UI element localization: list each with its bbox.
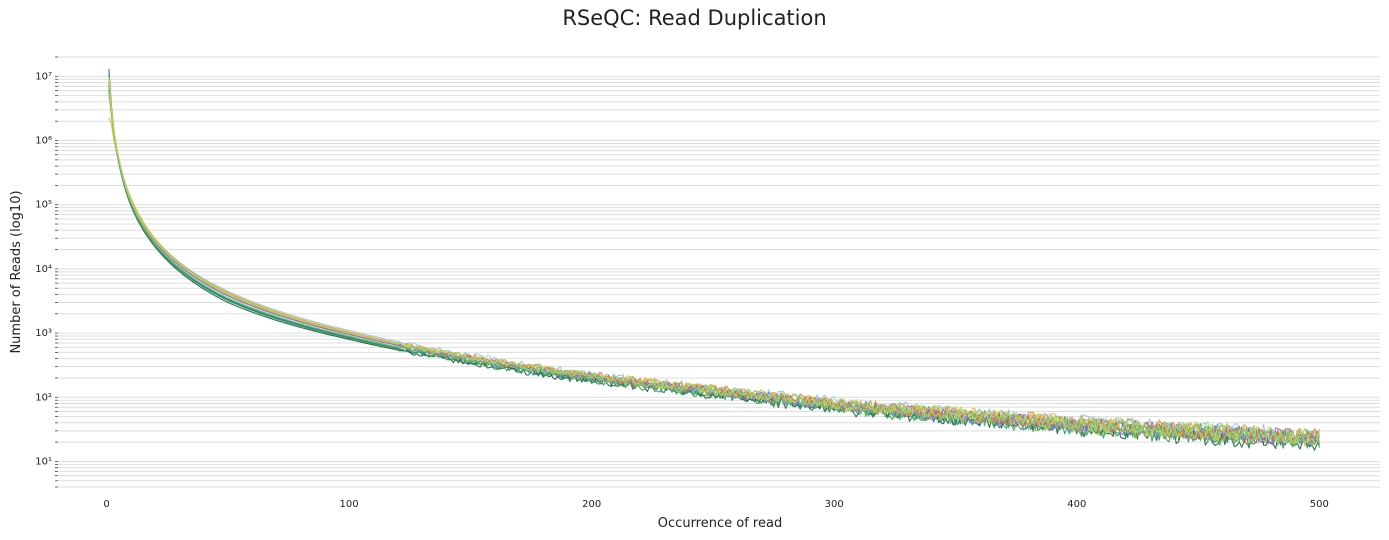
- x-axis-label: Occurrence of read: [658, 516, 782, 531]
- y-tick-label: 10³: [35, 328, 52, 339]
- y-axis-label: Number of Reads (log10): [9, 190, 24, 353]
- series-line-14: [108, 76, 1320, 444]
- x-tick-label: 500: [1310, 499, 1329, 510]
- y-tick-label: 10⁷: [35, 71, 52, 82]
- minor-tick-layer: [55, 56, 58, 488]
- y-tick-label: 10⁵: [35, 200, 52, 211]
- y-tick-label: 10⁴: [35, 264, 52, 275]
- x-tick-label: 400: [1067, 499, 1086, 510]
- x-tick-label: 0: [103, 499, 109, 510]
- x-tick-label: 300: [825, 499, 844, 510]
- tick-label-layer: 10¹ 10² 10³ 10⁴ 10⁵ 10⁶ 10⁷ 0 100 200 300 400 500: [35, 71, 1329, 510]
- y-tick-label: 10²: [35, 392, 52, 403]
- x-tick-label: 200: [582, 499, 601, 510]
- x-tick-label: 100: [340, 499, 359, 510]
- series-layer: [108, 68, 1320, 451]
- grid-layer: [58, 56, 1380, 488]
- series-line-12: [108, 88, 1320, 448]
- y-tick-label: 10¹: [35, 456, 52, 467]
- chart-title: RSeQC: Read Duplication: [562, 6, 827, 30]
- y-tick-label: 10⁶: [35, 136, 52, 147]
